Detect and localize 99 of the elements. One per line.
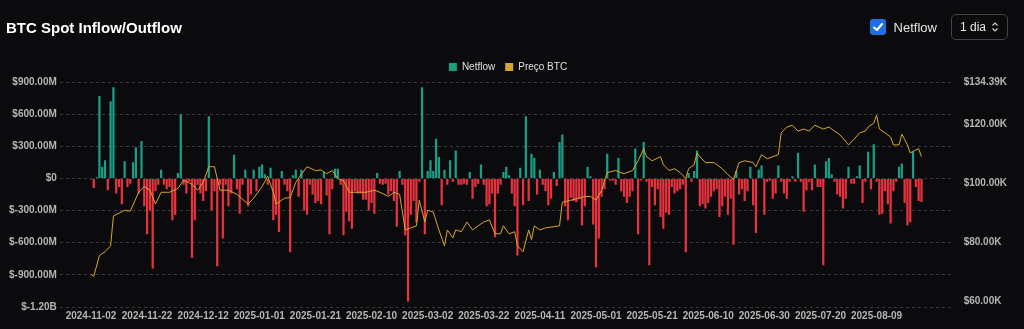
bar	[516, 178, 519, 256]
bar	[342, 178, 345, 236]
bar	[98, 95, 101, 178]
bar	[586, 166, 589, 178]
x-tick-label: 2025-07-20	[794, 309, 847, 321]
y-tick-label: $-900.00M	[9, 268, 57, 280]
bar	[524, 116, 527, 178]
x-tick-label: 2024-11-02	[65, 309, 117, 321]
bar	[617, 158, 620, 178]
y-tick-label: $0	[45, 172, 58, 184]
x-tick-label: 2025-06-30	[738, 309, 791, 321]
x-tick-label: 2025-01-21	[289, 309, 342, 321]
bar	[737, 178, 741, 195]
bar	[126, 178, 129, 187]
x-tick-label: 2025-08-09	[851, 309, 903, 321]
y2-tick-label: $120.00K	[963, 118, 1008, 130]
text: 1 dia	[959, 20, 986, 34]
bar	[457, 178, 460, 185]
bar	[552, 172, 556, 178]
x-tick-label: 2025-02-10	[345, 309, 398, 321]
y-tick-label: $900.00M	[12, 75, 57, 87]
bar	[269, 167, 272, 178]
bar	[303, 178, 306, 211]
bar	[112, 87, 115, 178]
bar	[535, 178, 539, 195]
bar	[878, 178, 881, 215]
bar	[847, 166, 850, 178]
x-tick-label: 2025-03-22	[458, 309, 510, 321]
chart-title: BTC Spot Inflow/Outflow	[6, 19, 183, 37]
bar	[917, 178, 920, 201]
bar	[255, 178, 258, 192]
bar	[381, 178, 384, 185]
bar	[420, 87, 424, 178]
bar	[227, 178, 230, 207]
bar	[718, 178, 721, 217]
bar	[376, 173, 379, 178]
bar	[465, 178, 469, 185]
bar	[317, 178, 320, 201]
bar	[881, 178, 884, 214]
bar	[468, 172, 471, 178]
y-tick-label: $300.00M	[12, 140, 57, 152]
bar	[460, 178, 463, 185]
legend-label: Netflow	[461, 60, 496, 72]
bar	[123, 161, 126, 178]
x-tick-label: 2025-04-11	[514, 309, 566, 321]
y2-tick-label: $100.00K	[963, 176, 1008, 188]
bar	[794, 178, 797, 182]
bar	[446, 178, 449, 185]
bar	[129, 178, 132, 184]
bar	[162, 178, 166, 185]
bar	[850, 178, 853, 184]
y2-tick-label: $134.39K	[963, 75, 1008, 87]
y-tick-label: $600.00M	[12, 107, 57, 119]
bar	[861, 178, 864, 204]
bar	[443, 169, 446, 178]
bar	[488, 178, 491, 205]
bar	[836, 178, 839, 195]
bar	[103, 160, 107, 178]
y2-tick-label: $80.00K	[963, 235, 1003, 247]
x-tick-label: 2025-06-10	[682, 309, 735, 321]
bar	[760, 165, 763, 178]
bar	[328, 178, 331, 235]
bar	[732, 178, 735, 245]
y-tick-label: $-1.20B	[21, 300, 57, 312]
bar	[920, 178, 923, 202]
bar	[210, 178, 213, 211]
bar	[690, 178, 693, 182]
text: Netflow	[893, 19, 937, 35]
bar	[485, 178, 488, 207]
bar	[743, 178, 746, 201]
x-tick-label: 2025-03-02	[402, 309, 454, 321]
bar	[853, 178, 856, 184]
bar	[134, 147, 137, 178]
bar	[889, 178, 892, 224]
bar	[429, 160, 432, 178]
bar	[471, 178, 474, 199]
bar	[451, 178, 455, 182]
bar	[530, 153, 533, 178]
y2-tick-label: $60.00K	[963, 294, 1003, 306]
bar	[448, 160, 452, 178]
bar	[704, 178, 707, 209]
y-tick-label: $-300.00M	[9, 204, 57, 216]
bar	[527, 178, 530, 201]
x-tick-label: 2025-05-01	[570, 309, 623, 321]
x-tick-label: 2025-01-01	[233, 309, 286, 321]
y-tick-label: $-600.00M	[9, 236, 57, 248]
bar	[463, 178, 466, 184]
bar	[378, 178, 382, 184]
bar	[314, 178, 317, 204]
bar	[614, 178, 617, 185]
bar	[802, 178, 805, 212]
bar	[398, 170, 401, 178]
x-tick-label: 2025-05-21	[626, 309, 679, 321]
bar	[297, 178, 300, 197]
bar	[140, 140, 143, 178]
bar	[179, 114, 182, 178]
legend-label: Preço BTC	[518, 60, 568, 72]
x-tick-label: 2024-11-22	[121, 309, 173, 321]
x-tick-label: 2024-12-12	[177, 309, 230, 321]
